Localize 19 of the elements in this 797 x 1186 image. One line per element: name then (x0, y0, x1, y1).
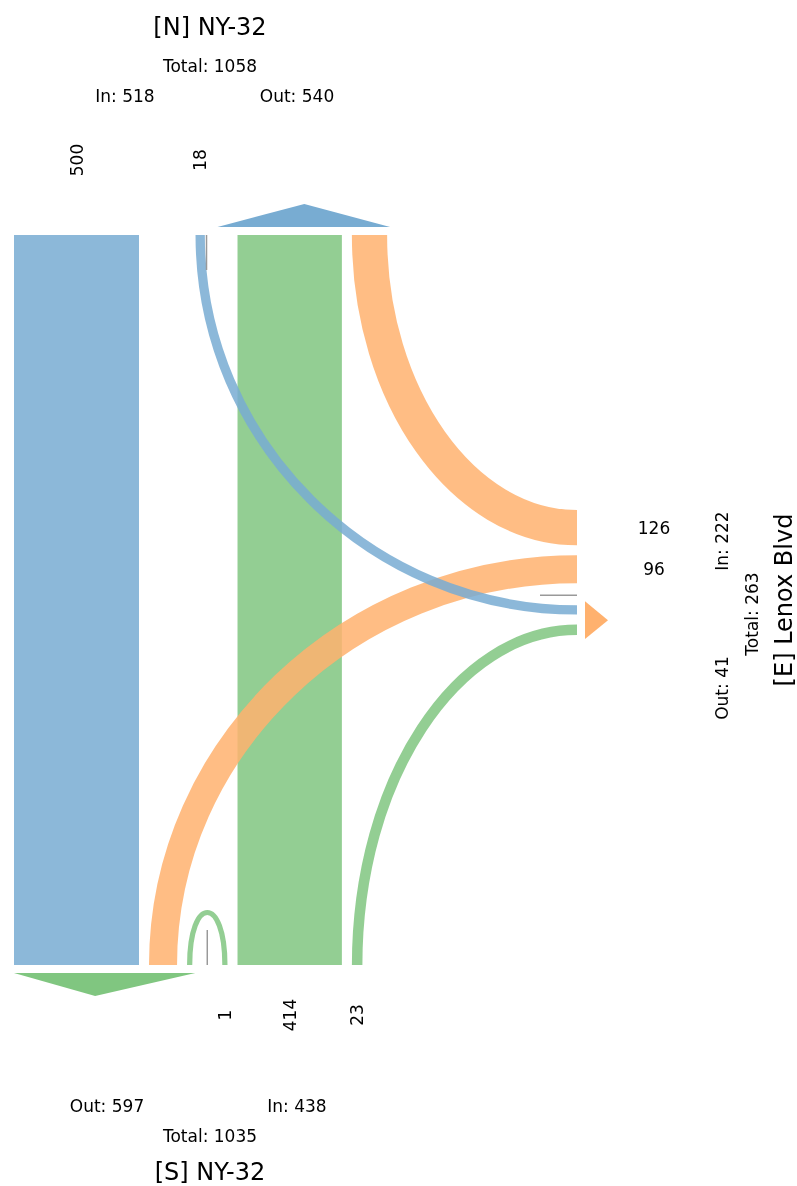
category-label: [N] NY-32 (153, 13, 267, 41)
data-label: 23 (347, 1004, 368, 1026)
data-label: 414 (279, 998, 300, 1032)
text: Out: 597 (69, 1096, 145, 1116)
text: Out: 41 (712, 656, 732, 720)
data-label: 500 (66, 143, 87, 177)
data-label: 126 (637, 517, 671, 538)
data-label: 18 (190, 149, 211, 171)
category-label: [S] NY-32 (154, 1158, 266, 1186)
text: In: 518 (95, 86, 155, 106)
data-label: 1 (214, 1009, 235, 1021)
text: Total: 1035 (161, 1126, 258, 1146)
text: Total: 1058 (161, 56, 258, 76)
text: In: 438 (267, 1096, 327, 1116)
text: Total: 263 (742, 572, 762, 657)
data-label: 96 (643, 559, 665, 580)
text: Out: 540 (259, 86, 335, 106)
text: In: 222 (712, 511, 732, 571)
category-label: [E] Lenox Blvd (770, 513, 797, 687)
